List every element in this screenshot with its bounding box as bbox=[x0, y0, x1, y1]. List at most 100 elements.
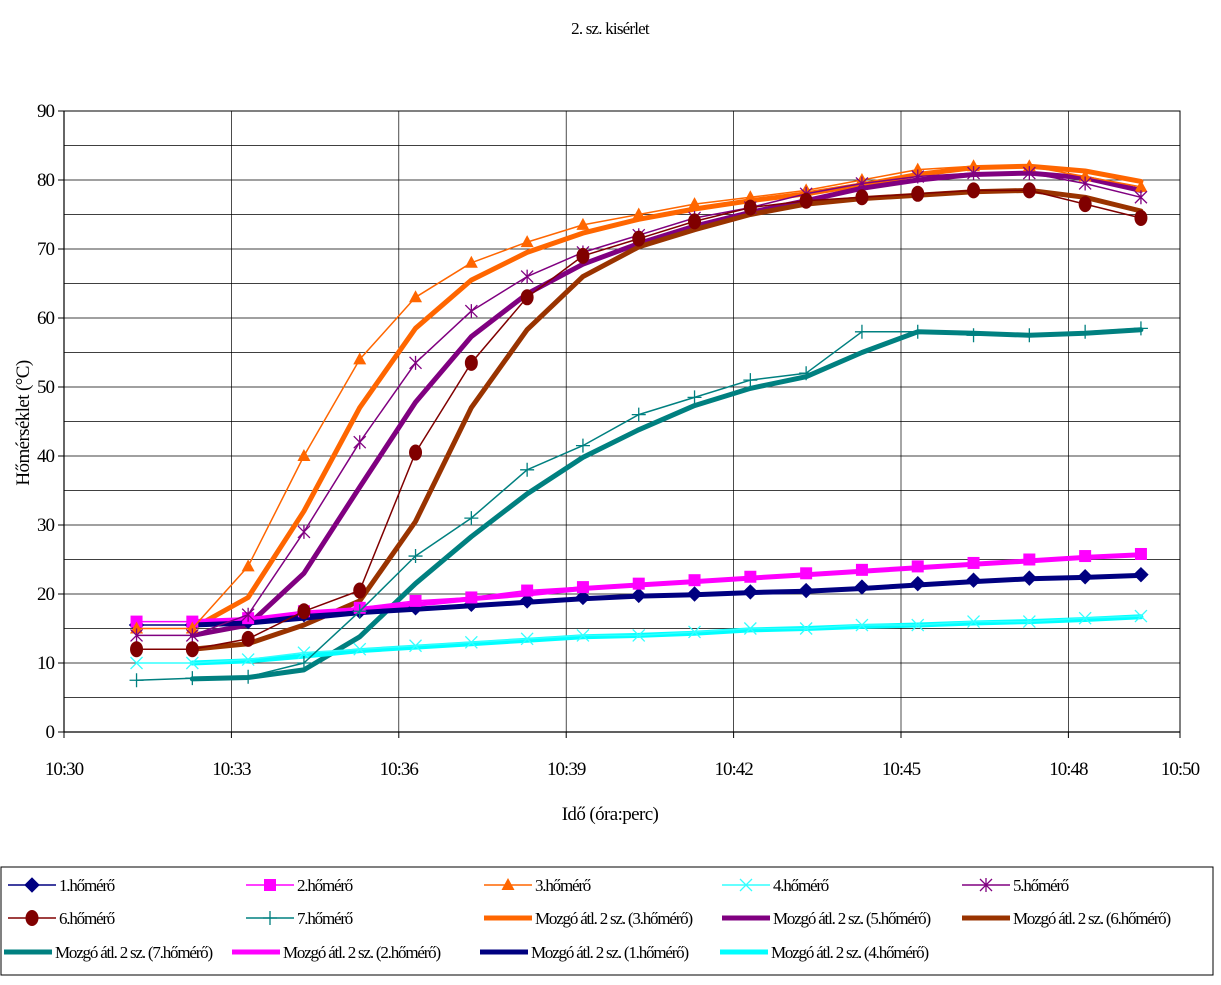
y-tick-label: 60 bbox=[37, 308, 55, 329]
data-point-3 bbox=[1022, 615, 1036, 629]
data-point-0 bbox=[910, 575, 926, 592]
data-point-5 bbox=[409, 444, 423, 461]
legend-label: 4.hőmérő bbox=[773, 876, 829, 895]
data-point-3 bbox=[1078, 611, 1092, 625]
y-tick-label: 40 bbox=[37, 446, 55, 467]
data-point-4 bbox=[297, 524, 311, 539]
data-point-5 bbox=[799, 192, 813, 209]
data-point-3 bbox=[130, 656, 143, 670]
data-point-5 bbox=[632, 230, 646, 247]
legend-label: Mozgó átl. 2 sz. (7.hőmérő) bbox=[55, 943, 212, 962]
data-point-0 bbox=[854, 579, 870, 595]
data-point-3 bbox=[911, 618, 925, 632]
data-point-0 bbox=[575, 589, 591, 606]
x-tick-label: 10:36 bbox=[380, 759, 419, 780]
data-point-0 bbox=[1021, 570, 1038, 586]
data-point-3 bbox=[1134, 609, 1148, 623]
data-point-4 bbox=[911, 169, 925, 184]
series-line-10 bbox=[189, 327, 1144, 682]
chart-title: 2. sz. kisérlet bbox=[571, 19, 650, 38]
data-point-4 bbox=[1022, 166, 1036, 181]
legend-label: 3.hőmérő bbox=[535, 876, 591, 895]
data-point-6 bbox=[575, 438, 590, 453]
data-point-6 bbox=[520, 462, 535, 477]
data-point-3 bbox=[632, 628, 646, 642]
data-point-0 bbox=[1133, 566, 1149, 583]
data-point-4 bbox=[1134, 190, 1148, 205]
data-point-6 bbox=[296, 656, 311, 670]
data-point-0 bbox=[1077, 569, 1093, 585]
data-point-6 bbox=[631, 407, 646, 422]
x-tick-label: 10:39 bbox=[547, 759, 586, 780]
data-point-2 bbox=[185, 621, 199, 634]
data-point-0 bbox=[686, 586, 703, 602]
y-tick-label: 20 bbox=[37, 584, 55, 605]
data-point-6 bbox=[464, 511, 479, 526]
data-point-5 bbox=[185, 641, 199, 658]
legend-marker bbox=[979, 878, 993, 892]
legend-box bbox=[0, 866, 1214, 976]
data-point-2 bbox=[1022, 159, 1036, 172]
data-point-1 bbox=[744, 570, 757, 583]
data-point-5 bbox=[1134, 209, 1148, 226]
data-point-6 bbox=[1133, 321, 1148, 336]
data-point-3 bbox=[855, 618, 869, 632]
data-point-1 bbox=[1079, 550, 1092, 563]
legend-label: 6.hőmérő bbox=[59, 909, 115, 928]
data-point-2 bbox=[967, 159, 981, 172]
data-point-5 bbox=[464, 354, 478, 371]
y-tick-label: 90 bbox=[37, 101, 55, 122]
legend-marker bbox=[25, 910, 39, 926]
data-point-5 bbox=[297, 603, 311, 620]
data-point-2 bbox=[241, 559, 255, 572]
data-point-6 bbox=[799, 366, 814, 381]
y-tick-label: 50 bbox=[37, 377, 55, 398]
legend-label: 1.hőmérő bbox=[59, 876, 115, 895]
series-line-8 bbox=[189, 170, 1144, 638]
data-point-5 bbox=[241, 630, 255, 647]
data-point-4 bbox=[409, 355, 422, 370]
data-point-4 bbox=[353, 435, 367, 450]
data-point-3 bbox=[743, 622, 757, 635]
data-point-0 bbox=[742, 584, 759, 600]
data-point-5 bbox=[743, 199, 757, 216]
data-point-2 bbox=[688, 197, 702, 210]
y-axis-title: Hőmérséklet (°C) bbox=[13, 360, 34, 485]
data-point-1 bbox=[855, 563, 868, 576]
data-point-0 bbox=[965, 572, 982, 588]
data-point-1 bbox=[632, 577, 645, 590]
data-point-1 bbox=[409, 594, 422, 607]
data-point-3 bbox=[353, 642, 367, 656]
series-line-11 bbox=[189, 552, 1144, 625]
data-point-1 bbox=[1023, 553, 1036, 566]
data-point-5 bbox=[911, 185, 925, 202]
data-point-2 bbox=[409, 290, 423, 303]
legend-label: 2.hőmérő bbox=[297, 876, 353, 895]
data-point-5 bbox=[688, 213, 702, 230]
data-point-3 bbox=[241, 653, 255, 667]
data-point-6 bbox=[743, 373, 758, 388]
data-point-4 bbox=[520, 269, 534, 284]
data-point-1 bbox=[1134, 547, 1147, 560]
x-tick-label: 10:42 bbox=[714, 759, 753, 780]
legend-marker bbox=[264, 879, 276, 891]
legend-label: Mozgó átl. 2 sz. (6.hőmérő) bbox=[1013, 909, 1170, 928]
data-point-4 bbox=[464, 304, 478, 319]
data-point-6 bbox=[185, 671, 200, 686]
data-point-4 bbox=[967, 166, 980, 181]
data-point-1 bbox=[521, 584, 534, 597]
data-point-5 bbox=[855, 189, 869, 206]
data-point-2 bbox=[130, 621, 144, 634]
data-point-3 bbox=[576, 628, 590, 642]
x-tick-label: 10:30 bbox=[45, 759, 84, 780]
data-point-5 bbox=[130, 641, 144, 658]
data-point-3 bbox=[520, 632, 534, 646]
data-point-1 bbox=[800, 567, 813, 580]
data-point-5 bbox=[520, 289, 534, 306]
data-point-3 bbox=[464, 635, 478, 649]
y-tick-label: 0 bbox=[46, 722, 55, 743]
data-point-1 bbox=[576, 581, 589, 594]
legend-marker bbox=[739, 878, 753, 892]
data-point-4 bbox=[1078, 176, 1092, 191]
